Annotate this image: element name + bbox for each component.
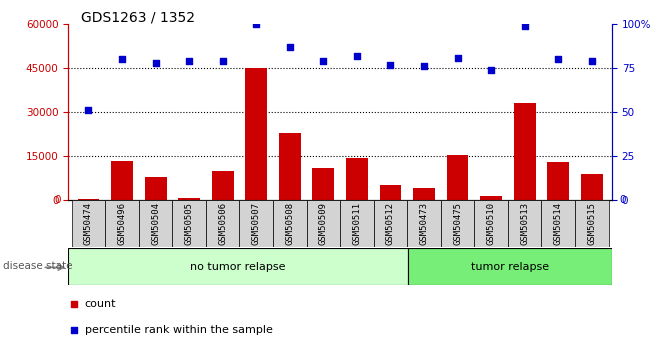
Text: no tumor relapse: no tumor relapse [191, 262, 286, 272]
Text: GSM50515: GSM50515 [587, 203, 596, 245]
Text: GSM50511: GSM50511 [352, 203, 361, 245]
Bar [206, 200, 240, 247]
Text: percentile rank within the sample: percentile rank within the sample [85, 325, 273, 335]
Point [385, 62, 396, 67]
Bar [72, 200, 105, 247]
Text: GDS1263 / 1352: GDS1263 / 1352 [81, 10, 195, 24]
Text: GSM50512: GSM50512 [386, 203, 395, 245]
Text: GSM50474: GSM50474 [84, 203, 93, 245]
Bar [240, 200, 273, 247]
Bar [312, 168, 334, 200]
Bar [173, 200, 206, 247]
Point [217, 58, 228, 64]
Text: GSM50506: GSM50506 [218, 203, 227, 245]
Bar [542, 200, 575, 247]
Bar [273, 200, 307, 247]
Bar [139, 200, 173, 247]
Text: GSM50475: GSM50475 [453, 203, 462, 245]
Bar [77, 199, 100, 200]
Bar [547, 162, 569, 200]
Bar [307, 200, 340, 247]
Bar [475, 200, 508, 247]
Text: GSM50507: GSM50507 [252, 203, 261, 245]
Bar [380, 186, 402, 200]
Bar [245, 68, 267, 200]
Point [419, 63, 429, 69]
Text: GSM50504: GSM50504 [151, 203, 160, 245]
Point [553, 57, 564, 62]
Point [184, 58, 195, 64]
Text: GSM50510: GSM50510 [487, 203, 495, 245]
Bar [178, 198, 200, 200]
Text: tumor relapse: tumor relapse [471, 262, 549, 272]
Text: GSM50505: GSM50505 [185, 203, 193, 245]
Point [452, 55, 463, 60]
Point [519, 23, 530, 29]
Point [83, 108, 94, 113]
Bar [346, 158, 368, 200]
Text: GSM50513: GSM50513 [520, 203, 529, 245]
Bar [105, 200, 139, 247]
Text: disease state: disease state [3, 262, 73, 271]
Point [251, 21, 262, 27]
Point [284, 44, 295, 50]
Bar [145, 177, 167, 200]
Bar [581, 174, 603, 200]
Bar [374, 200, 408, 247]
Bar [441, 200, 475, 247]
Bar [508, 200, 542, 247]
Bar [480, 196, 502, 200]
Point [587, 58, 597, 64]
Text: count: count [85, 299, 116, 308]
Point [117, 57, 127, 62]
Text: GSM50508: GSM50508 [285, 203, 294, 245]
Text: GSM50509: GSM50509 [319, 203, 328, 245]
Text: 0: 0 [54, 195, 61, 205]
Bar [413, 188, 435, 200]
Text: 0: 0 [620, 195, 626, 205]
Text: GSM50496: GSM50496 [118, 203, 126, 245]
Point [352, 53, 362, 59]
Point [486, 67, 496, 73]
Bar [340, 200, 374, 247]
Bar [447, 155, 469, 200]
Text: GSM50514: GSM50514 [554, 203, 562, 245]
Point [318, 58, 329, 64]
Bar [111, 160, 133, 200]
Bar [212, 171, 234, 200]
Bar [279, 132, 301, 200]
Point [384, 174, 395, 180]
Bar [575, 200, 609, 247]
Text: GSM50473: GSM50473 [419, 203, 428, 245]
Bar [68, 248, 408, 285]
Bar [408, 200, 441, 247]
Point [150, 60, 161, 66]
Bar [514, 104, 536, 200]
Bar [408, 248, 612, 285]
